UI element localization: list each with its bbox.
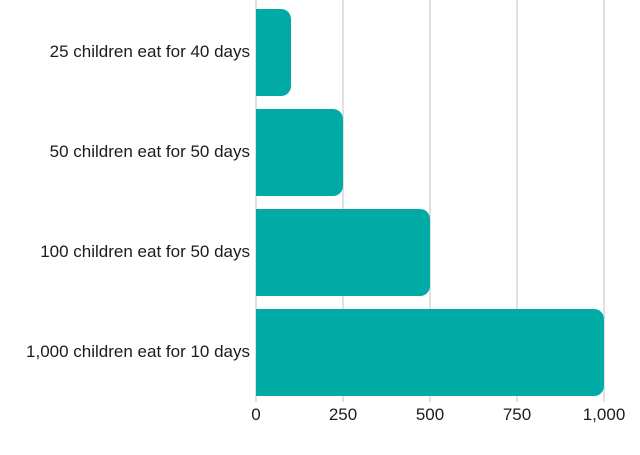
x-tick-label: 250	[328, 405, 358, 424]
x-tick-label: 750	[502, 405, 532, 424]
plot-area	[255, 0, 605, 402]
bar	[256, 308, 604, 396]
bar-row: 1,000 children eat for 10 days	[0, 302, 640, 402]
gridline-x-0	[255, 0, 257, 402]
category-label: 1,000 children eat for 10 days	[26, 342, 250, 362]
bar-row: 25 children eat for 40 days	[0, 2, 640, 102]
x-tick-label: 0	[251, 405, 261, 424]
x-tick-label: 500	[415, 405, 445, 424]
bar-row: 50 children eat for 50 days	[0, 102, 640, 202]
gridline-x-1,000	[603, 0, 605, 402]
category-label: 25 children eat for 40 days	[49, 42, 250, 62]
gridline-x-250	[342, 0, 344, 402]
category-label: 50 children eat for 50 days	[49, 142, 250, 162]
gridline-x-750	[516, 0, 518, 402]
x-tick-label: 1,000	[582, 405, 626, 424]
bar-rows: 25 children eat for 40 days 50 children e…	[0, 2, 640, 402]
bar	[256, 8, 291, 96]
bar	[256, 108, 343, 196]
bar	[256, 208, 430, 296]
category-label: 100 children eat for 50 days	[40, 242, 250, 262]
x-axis: 0 250 500 750 1,000	[251, 403, 625, 429]
bar-row: 100 children eat for 50 days	[0, 202, 640, 302]
gridline-x-500	[429, 0, 431, 402]
